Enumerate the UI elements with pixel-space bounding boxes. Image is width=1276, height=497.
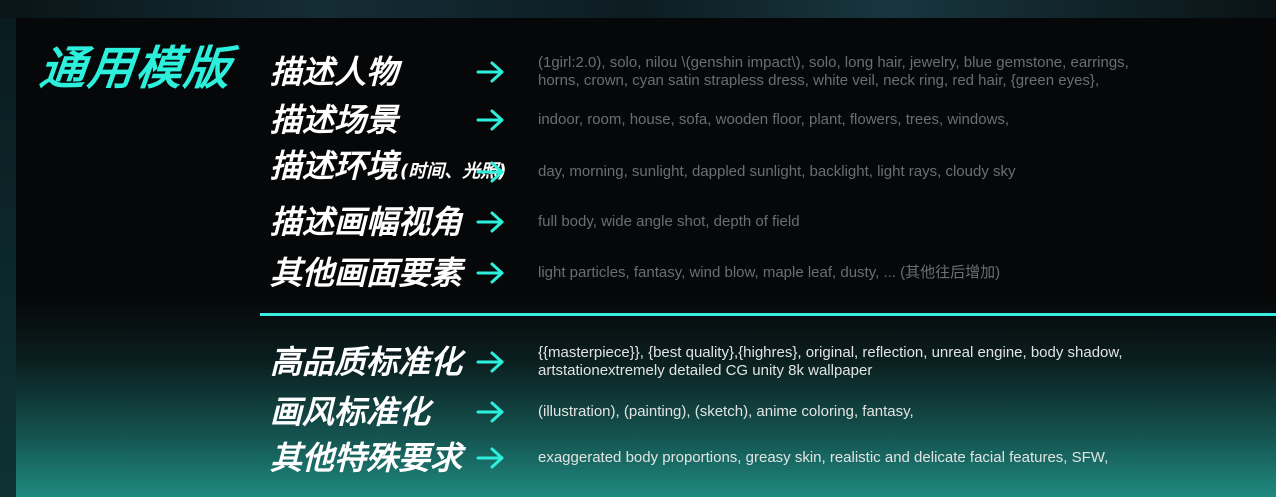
right-arrow-icon: [476, 210, 506, 234]
right-arrow-icon: [476, 160, 506, 184]
row-description: (illustration), (painting), (sketch), an…: [538, 403, 1228, 421]
row-quality-standard: 高品质标准化 {{masterpiece}}, {best quality},{…: [270, 340, 1260, 388]
row-description: light particles, fantasy, wind blow, map…: [538, 264, 1228, 282]
description-line: {{masterpiece}}, {best quality},{highres…: [538, 344, 1123, 361]
description-line: artstationextremely detailed CG unity 8k…: [538, 362, 873, 379]
template-title: 通用模版: [37, 41, 235, 95]
row-label: 描述画幅视角: [270, 203, 463, 241]
right-arrow-icon: [476, 446, 506, 470]
row-describe-framing: 描述画幅视角 full body, wide angle shot, depth…: [270, 200, 1260, 248]
row-describe-character: 描述人物 (1girl:2.0), solo, nilou \(genshin …: [270, 50, 1260, 98]
right-arrow-icon: [476, 400, 506, 424]
row-description: full body, wide angle shot, depth of fie…: [538, 213, 1228, 231]
row-describe-scene: 描述场景 indoor, room, house, sofa, wooden f…: [270, 98, 1260, 146]
description-line: indoor, room, house, sofa, wooden floor,…: [538, 111, 1010, 128]
row-label: 画风标准化: [270, 393, 431, 431]
background-strip: [0, 0, 1276, 18]
description-line: horns, crown, cyan satin strapless dress…: [538, 72, 1100, 89]
row-label: 描述人物: [270, 53, 399, 91]
row-style-standard: 画风标准化 (illustration), (painting), (sketc…: [270, 390, 1260, 438]
description-line: (1girl:2.0), solo, nilou \(genshin impac…: [538, 54, 1129, 71]
row-description: {{masterpiece}}, {best quality},{highres…: [538, 344, 1228, 380]
description-line: exaggerated body proportions, greasy ski…: [538, 449, 1109, 466]
description-line: (illustration), (painting), (sketch), an…: [538, 403, 914, 420]
row-label: 高品质标准化: [270, 343, 463, 381]
row-description: day, morning, sunlight, dappled sunlight…: [538, 163, 1228, 181]
row-special-requirements: 其他特殊要求 exaggerated body proportions, gre…: [270, 436, 1260, 484]
row-description: (1girl:2.0), solo, nilou \(genshin impac…: [538, 54, 1228, 90]
row-label: 其他特殊要求: [270, 439, 463, 477]
row-label-note: (时间、光照): [400, 161, 507, 182]
description-line: day, morning, sunlight, dappled sunlight…: [538, 163, 1016, 180]
right-arrow-icon: [476, 350, 506, 374]
right-arrow-icon: [476, 261, 506, 285]
row-description: exaggerated body proportions, greasy ski…: [538, 449, 1228, 467]
content-panel: [16, 18, 1276, 497]
description-line: light particles, fantasy, wind blow, map…: [538, 264, 1001, 281]
right-arrow-icon: [476, 60, 506, 84]
description-line: full body, wide angle shot, depth of fie…: [538, 213, 800, 230]
row-description: indoor, room, house, sofa, wooden floor,…: [538, 111, 1228, 129]
right-arrow-icon: [476, 108, 506, 132]
background-edge: [0, 18, 16, 497]
row-label: 其他画面要素: [270, 254, 463, 292]
section-divider: [260, 313, 1276, 316]
row-label: 描述场景: [270, 101, 399, 139]
row-describe-environment: 描述环境 (时间、光照) day, morning, sunlight, dapp…: [270, 147, 1260, 198]
row-other-elements: 其他画面要素 light particles, fantasy, wind bl…: [270, 251, 1260, 299]
row-label: 描述环境 (时间、光照): [270, 147, 507, 185]
